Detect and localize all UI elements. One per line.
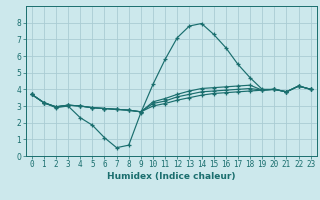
X-axis label: Humidex (Indice chaleur): Humidex (Indice chaleur) <box>107 172 236 181</box>
